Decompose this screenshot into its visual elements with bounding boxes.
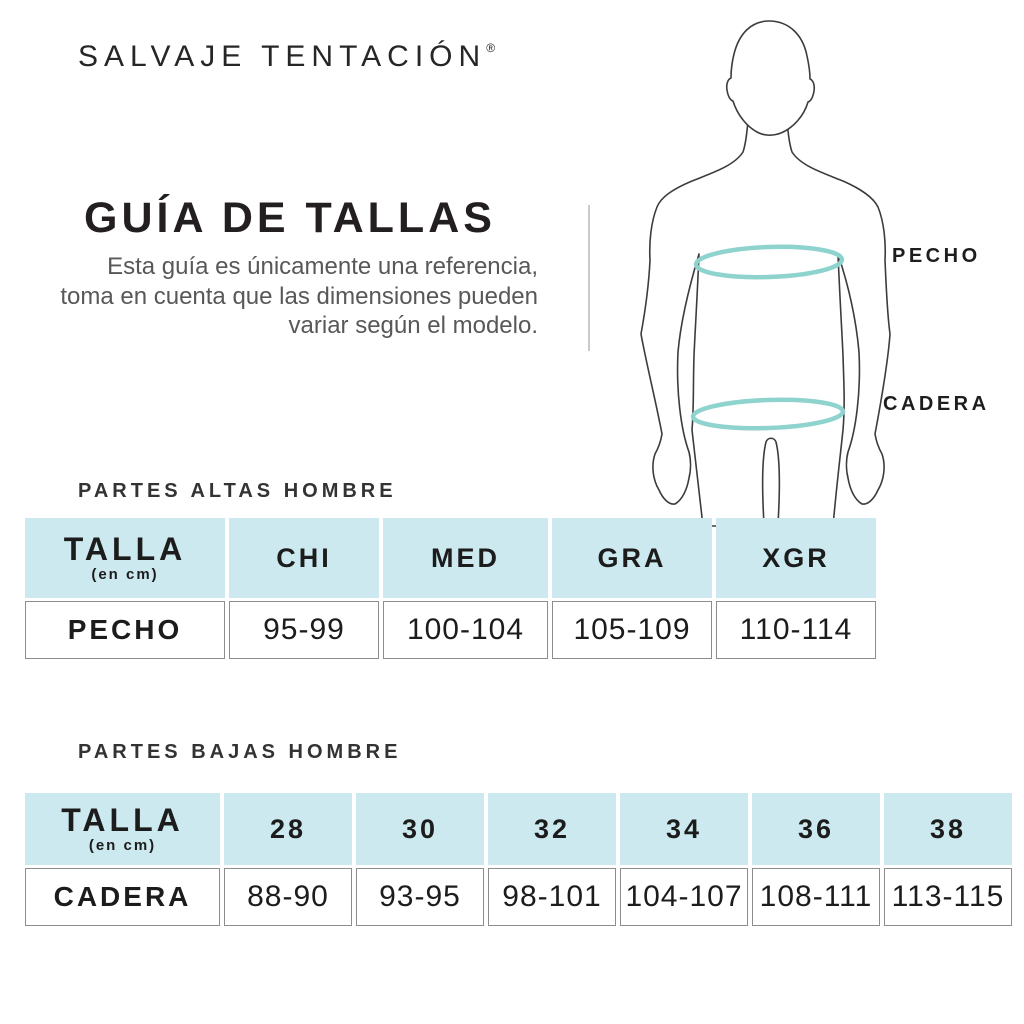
unit-label: (en cm) [91,566,159,583]
hip-tape-ellipse [690,397,846,431]
column-header-36: 36 [752,793,880,865]
unit-label: (en cm) [88,837,157,854]
brand-logo: SALVAJE TENTACIÓN® [78,40,495,74]
column-header-32: 32 [488,793,616,865]
talla-label: TALLA [61,802,184,838]
legs-inner-line [761,437,781,525]
column-header-28: 28 [224,793,352,865]
body-outline [640,109,891,527]
row-label-pecho: PECHO [25,601,225,659]
column-header-chi: CHI [229,518,379,598]
cadera-value-28: 88-90 [224,868,352,926]
column-header-34: 34 [620,793,748,865]
cadera-value-32: 98-101 [488,868,616,926]
column-header-talla: TALLA (en cm) [25,518,225,598]
cadera-value-30: 93-95 [356,868,484,926]
pecho-value-med: 100-104 [383,601,548,659]
section-title-bottoms: PARTES BAJAS HOMBRE [78,741,402,763]
tops-size-table: TALLA (en cm) CHI MED GRA XGR PECHO 95-9… [25,518,876,659]
guide-description: Esta guía es únicamente una referencia, … [60,253,538,339]
chest-measure-label: PECHO [892,245,981,267]
section-title-tops: PARTES ALTAS HOMBRE [78,480,397,502]
column-header-30: 30 [356,793,484,865]
pecho-value-gra: 105-109 [552,601,712,659]
column-header-talla: TALLA (en cm) [25,793,220,865]
column-header-med: MED [383,518,548,598]
cadera-value-38: 113-115 [884,868,1012,926]
pecho-value-xgr: 110-114 [716,601,876,659]
registered-mark: ® [486,41,496,55]
pecho-value-chi: 95-99 [229,601,379,659]
bottoms-size-table: TALLA (en cm) 28 30 32 34 36 38 CADERA 8… [25,793,1012,926]
column-header-xgr: XGR [716,518,876,598]
page-title: GUÍA DE TALLAS [84,194,496,242]
column-header-gra: GRA [552,518,712,598]
chest-tape-ellipse [693,244,845,280]
hip-measure-label: CADERA [883,393,990,415]
cadera-value-36: 108-111 [752,868,880,926]
talla-label: TALLA [63,531,187,567]
cadera-value-34: 104-107 [620,868,748,926]
brand-name: SALVAJE TENTACIÓN [78,40,487,73]
row-label-cadera: CADERA [25,868,220,926]
column-header-38: 38 [884,793,1012,865]
head-outline [725,20,816,136]
